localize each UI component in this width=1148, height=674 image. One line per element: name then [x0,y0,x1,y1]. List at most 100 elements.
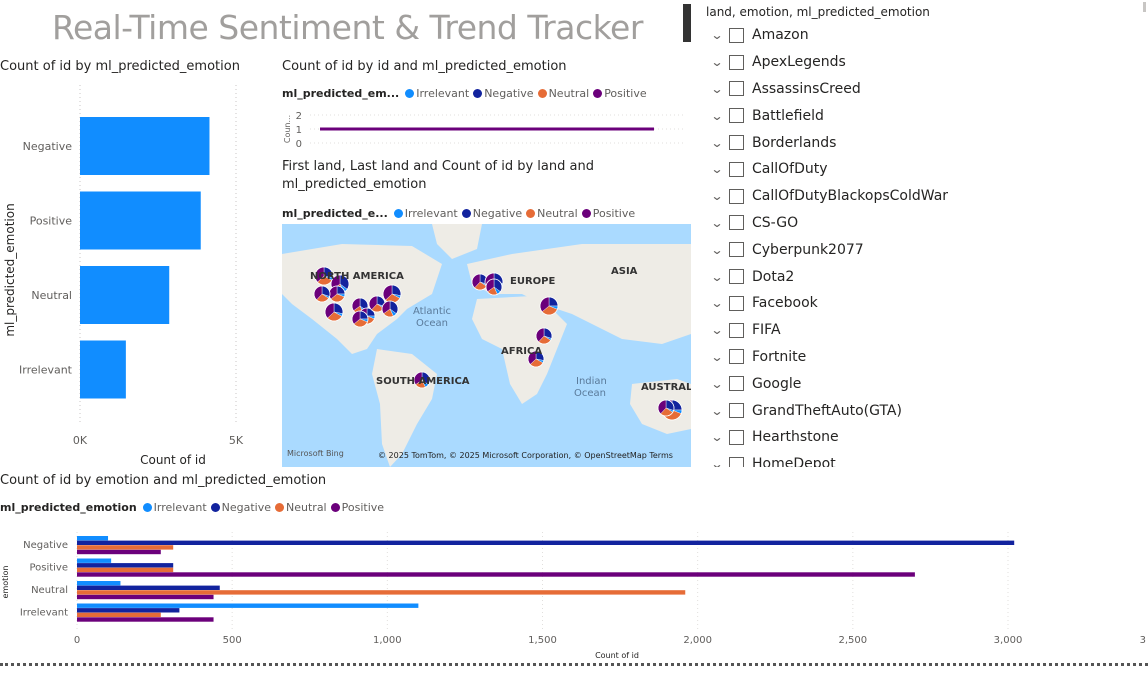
pie-marker[interactable] [324,302,344,322]
chart1-emotion-bars[interactable]: Negative Positive Neutral Irrelevant 0K 5K Cou… [0,80,270,470]
slicer-item[interactable]: ⌄ Hearthstone [706,424,1148,451]
bar-negative-neutral[interactable] [77,545,174,550]
legend-item-neutral[interactable]: Neutral [526,207,578,220]
slicer-item[interactable]: ⌄ CallOfDuty [706,156,1148,183]
checkbox[interactable] [729,242,744,258]
slicer-scrollbar[interactable] [1143,2,1146,12]
pie-marker[interactable] [471,273,489,291]
chevron-down-icon[interactable]: ⌄ [710,376,724,391]
legend-item-irrelevant[interactable]: Irrelevant [393,207,458,220]
slicer-list[interactable]: ⌄ Amazon ⌄ ApexLegends ⌄ AssassinsCreed ⌄ Battl… [706,22,1148,467]
slicer-item[interactable]: ⌄ Amazon [706,22,1148,49]
slicer-item[interactable]: ⌄ GrandTheftAuto(GTA) [706,397,1148,424]
legend-item-positive[interactable]: Positive [581,207,635,220]
checkbox[interactable] [729,161,744,177]
bar-positive-neutral[interactable] [77,567,174,573]
pie-marker[interactable] [314,266,334,286]
checkbox[interactable] [729,429,744,445]
bar-irrelevant-positive[interactable] [77,617,214,622]
legend-item-positive[interactable]: Positive [330,501,384,514]
checkbox[interactable] [729,188,744,204]
slicer-item[interactable]: ⌄ HomeDepot [706,451,1148,467]
checkbox[interactable] [729,403,744,419]
bar-negative[interactable] [80,117,210,175]
slicer-item[interactable]: ⌄ Facebook [706,290,1148,317]
chevron-down-icon[interactable]: ⌄ [710,323,724,338]
chevron-down-icon[interactable]: ⌄ [710,135,724,150]
pie-marker[interactable] [381,300,399,318]
checkbox[interactable] [729,376,744,392]
checkbox[interactable] [729,81,744,97]
chevron-down-icon[interactable]: ⌄ [710,55,724,70]
legend-item-negative[interactable]: Negative [461,207,522,220]
slicer-item[interactable]: ⌄ AssassinsCreed [706,76,1148,103]
slicer-item[interactable]: ⌄ CS-GO [706,210,1148,237]
pie-marker[interactable] [413,371,431,389]
chevron-down-icon[interactable]: ⌄ [710,403,724,418]
pie-marker[interactable] [535,327,553,345]
legend-item-irrelevant[interactable]: Irrelevant [142,501,207,514]
chevron-down-icon[interactable]: ⌄ [710,296,724,311]
chevron-down-icon[interactable]: ⌄ [710,81,724,96]
slicer-item[interactable]: ⌄ FIFA [706,317,1148,344]
checkbox[interactable] [729,349,744,365]
pie-marker[interactable] [657,399,675,417]
bar-irrelevant-irrelevant[interactable] [77,603,419,608]
checkbox[interactable] [729,322,744,338]
map-canvas[interactable]: NORTH AMERICA EUROPE ASIA Atlantic Ocean… [282,224,691,467]
slicer-item[interactable]: ⌄ Fortnite [706,344,1148,371]
slicer-item[interactable]: ⌄ Google [706,370,1148,397]
bar-negative-positive[interactable] [77,549,161,555]
slicer-item[interactable]: ⌄ Battlefield [706,102,1148,129]
bar-irrelevant[interactable] [80,340,126,399]
slicer-item[interactable]: ⌄ CallOfDutyBlackopsColdWar [706,183,1148,210]
pie-marker[interactable] [351,310,369,328]
legend-item-negative[interactable]: Negative [210,501,271,514]
bar-neutral[interactable] [80,266,170,324]
chevron-down-icon[interactable]: ⌄ [710,108,724,123]
chart2-line-chart[interactable]: 2 1 0 Coun... [282,106,692,150]
chevron-down-icon[interactable]: ⌄ [710,457,724,467]
bar-positive-positive[interactable] [77,572,915,577]
pie-marker[interactable] [527,350,545,368]
chevron-down-icon[interactable]: ⌄ [710,215,724,230]
checkbox[interactable] [729,27,744,43]
map-pie-markers[interactable] [313,266,683,421]
world-map[interactable]: NORTH AMERICA EUROPE ASIA Atlantic Ocean… [282,224,691,467]
slicer-item[interactable]: ⌄ Cyberpunk2077 [706,236,1148,263]
legend-item-neutral[interactable]: Neutral [275,501,327,514]
legend-item-negative[interactable]: Negative [473,87,534,100]
bar-negative-irrelevant[interactable] [77,536,109,541]
checkbox[interactable] [729,215,744,231]
chevron-down-icon[interactable]: ⌄ [710,430,724,445]
slicer-item[interactable]: ⌄ ApexLegends [706,49,1148,76]
pie-marker[interactable] [485,278,503,296]
bar-positive[interactable] [80,191,201,250]
pie-marker[interactable] [539,296,559,316]
checkbox[interactable] [729,135,744,151]
chevron-down-icon[interactable]: ⌄ [710,28,724,43]
legend-item-positive[interactable]: Positive [593,87,647,100]
bar-neutral-negative[interactable] [77,585,220,590]
bar-irrelevant-neutral[interactable] [77,612,161,618]
bar-positive-negative[interactable] [77,563,174,568]
pie-marker[interactable] [313,285,331,303]
legend-item-neutral[interactable]: Neutral [537,87,589,100]
bar-neutral-neutral[interactable] [77,590,686,595]
chart3-grouped-bars[interactable]: 0 500 1,000 1,500 2,000 2,500 3,000 3 Negative Po… [0,520,1148,662]
pie-marker[interactable] [328,285,346,303]
bar-negative-negative[interactable] [77,540,1015,545]
chevron-down-icon[interactable]: ⌄ [710,162,724,177]
pie-marker[interactable] [382,284,402,304]
chevron-down-icon[interactable]: ⌄ [710,242,724,257]
bar-positive-irrelevant[interactable] [77,558,112,563]
checkbox[interactable] [729,54,744,70]
legend-item-irrelevant[interactable]: Irrelevant [405,87,469,100]
map-attribution[interactable]: © 2025 TomTom, © 2025 Microsoft Corporat… [378,451,673,460]
checkbox[interactable] [729,295,744,311]
checkbox[interactable] [729,269,744,285]
bar-irrelevant-negative[interactable] [77,608,180,613]
chevron-down-icon[interactable]: ⌄ [710,189,724,204]
checkbox[interactable] [729,108,744,124]
checkbox[interactable] [729,456,744,467]
